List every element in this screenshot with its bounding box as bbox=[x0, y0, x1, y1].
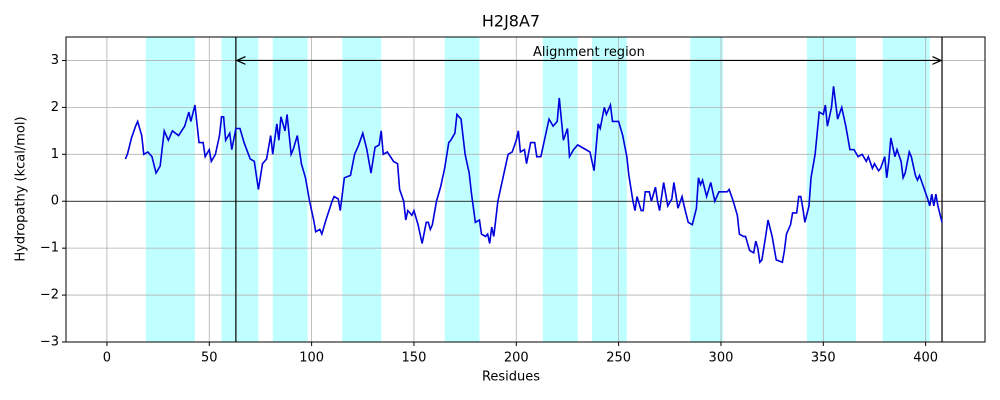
x-tick-label: 150 bbox=[402, 351, 427, 366]
shaded-region bbox=[221, 37, 259, 342]
x-axis-label: Residues bbox=[482, 370, 540, 385]
chart-title: H2J8A7 bbox=[482, 12, 540, 31]
y-tick-label: 0 bbox=[51, 194, 59, 209]
x-tick-label: 0 bbox=[103, 351, 111, 366]
shaded-region bbox=[145, 37, 195, 342]
y-tick-label: 3 bbox=[51, 53, 59, 68]
x-tick-label: 100 bbox=[299, 351, 324, 366]
shaded-region bbox=[272, 37, 308, 342]
shaded-region bbox=[592, 37, 627, 342]
y-tick-label: −3 bbox=[40, 335, 59, 350]
x-tick-label: 200 bbox=[504, 351, 529, 366]
shaded-region bbox=[444, 37, 480, 342]
shaded-region bbox=[882, 37, 930, 342]
y-tick-label: −1 bbox=[40, 241, 59, 256]
hydropathy-line bbox=[124, 86, 943, 265]
y-axis-label: Hydropathy (kcal/mol) bbox=[14, 116, 29, 261]
annotation: Alignment region bbox=[533, 45, 645, 60]
y-tick-label: 2 bbox=[51, 100, 59, 115]
shaded-region bbox=[690, 37, 724, 342]
y-tick-label: 1 bbox=[51, 147, 59, 162]
shaded-region bbox=[542, 37, 578, 342]
x-tick-label: 50 bbox=[201, 351, 218, 366]
shaded-region bbox=[342, 37, 382, 342]
y-tick-label: −2 bbox=[40, 288, 59, 303]
x-tick-label: 300 bbox=[709, 351, 734, 366]
x-tick-label: 350 bbox=[811, 351, 836, 366]
x-tick-label: 400 bbox=[913, 351, 938, 366]
x-tick-label: 250 bbox=[606, 351, 631, 366]
plot-frame bbox=[65, 36, 986, 343]
shaded-region bbox=[806, 37, 857, 342]
